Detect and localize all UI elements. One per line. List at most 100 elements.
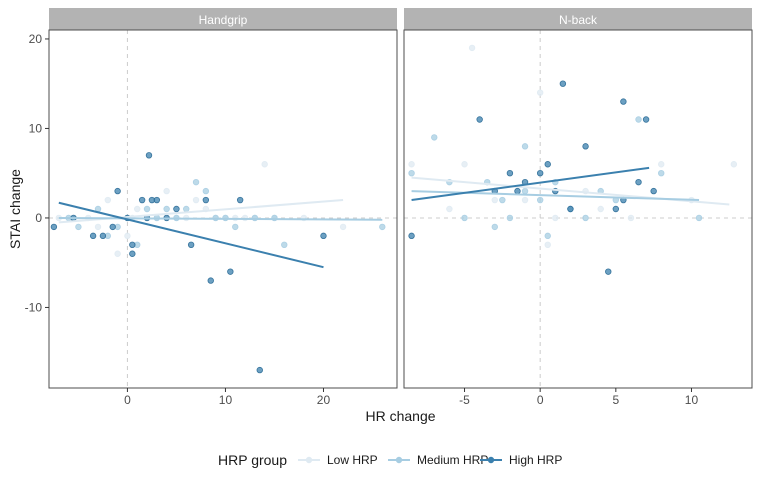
point-n-back-high-hrp-10 bbox=[567, 205, 574, 213]
point-n-back-medium-hrp-9 bbox=[521, 187, 529, 195]
point-handgrip-high-hrp-20 bbox=[236, 196, 244, 204]
point-handgrip-medium-hrp-18 bbox=[379, 223, 386, 231]
point-n-back-medium-hrp-3 bbox=[461, 214, 468, 222]
facet-title-n-back: N-back bbox=[559, 13, 598, 27]
point-handgrip-medium-hrp-17 bbox=[281, 241, 288, 248]
point-handgrip-high-hrp-22 bbox=[320, 232, 327, 240]
panel-frame-n-back bbox=[403, 29, 753, 389]
point-n-back-medium-hrp-0 bbox=[408, 169, 415, 177]
point-n-back-medium-hrp-14 bbox=[582, 214, 589, 222]
x-tick-label-handgrip-20: 20 bbox=[317, 393, 331, 407]
point-n-back-high-hrp-18 bbox=[650, 187, 657, 195]
fit-line-handgrip-high-hrp bbox=[58, 201, 324, 269]
point-n-back-high-hrp-16 bbox=[635, 178, 642, 186]
point-handgrip-high-hrp-13 bbox=[153, 196, 161, 204]
point-n-back-high-hrp-12 bbox=[605, 268, 612, 275]
point-n-back-high-hrp-4 bbox=[514, 187, 521, 195]
point-n-back-high-hrp-1 bbox=[476, 116, 483, 123]
y-tick-label-10: -10 bbox=[25, 300, 43, 314]
point-n-back-medium-hrp-17 bbox=[635, 116, 642, 123]
legend-title: HRP group bbox=[218, 452, 287, 468]
point-n-back-medium-hrp-18 bbox=[658, 169, 665, 177]
point-handgrip-low-hrp-22 bbox=[94, 223, 102, 231]
point-n-back-low-hrp-3 bbox=[491, 196, 498, 204]
point-n-back-low-hrp-2 bbox=[461, 161, 468, 168]
point-n-back-high-hrp-0 bbox=[408, 232, 415, 240]
point-handgrip-medium-hrp-11 bbox=[192, 178, 200, 186]
point-handgrip-high-hrp-4 bbox=[109, 223, 116, 231]
legend-label-low-hrp: Low HRP bbox=[327, 453, 378, 467]
point-n-back-low-hrp-1 bbox=[446, 205, 453, 213]
point-handgrip-high-hrp-15 bbox=[173, 205, 180, 213]
point-n-back-low-hrp-8 bbox=[597, 205, 604, 213]
point-handgrip-low-hrp-2 bbox=[104, 196, 112, 204]
y-tick-label-20: 20 bbox=[29, 32, 43, 46]
point-n-back-high-hrp-6 bbox=[536, 169, 544, 177]
legend-key-point-low-hrp bbox=[305, 456, 313, 464]
point-n-back-high-hrp-9 bbox=[559, 80, 567, 87]
point-n-back-high-hrp-15 bbox=[620, 98, 627, 105]
point-n-back-high-hrp-7 bbox=[544, 161, 551, 168]
point-handgrip-high-hrp-9 bbox=[138, 196, 146, 204]
y-axis-title: STAI change bbox=[7, 169, 23, 249]
legend: HRP group Low HRP Medium HRP High HRP bbox=[218, 452, 562, 468]
point-handgrip-high-hrp-0 bbox=[50, 223, 58, 231]
point-handgrip-low-hrp-4 bbox=[124, 232, 131, 240]
point-handgrip-medium-hrp-9 bbox=[163, 205, 170, 213]
point-handgrip-high-hrp-11 bbox=[145, 152, 153, 159]
x-tick-label-handgrip-10: 10 bbox=[219, 393, 233, 407]
point-n-back-low-hrp-0 bbox=[408, 161, 415, 168]
point-n-back-low-hrp-5 bbox=[536, 89, 544, 96]
point-handgrip-medium-hrp-1 bbox=[75, 223, 82, 231]
point-handgrip-high-hrp-7 bbox=[129, 241, 136, 248]
point-n-back-low-hrp-9 bbox=[627, 214, 635, 222]
point-handgrip-medium-hrp-7 bbox=[143, 205, 151, 213]
point-handgrip-medium-hrp-19 bbox=[183, 205, 190, 213]
point-handgrip-high-hrp-21 bbox=[256, 366, 263, 374]
point-handgrip-high-hrp-16 bbox=[187, 241, 195, 248]
legend-key-point-high-hrp bbox=[487, 456, 495, 464]
point-n-back-high-hrp-17 bbox=[642, 116, 650, 123]
point-handgrip-high-hrp-18 bbox=[207, 277, 214, 284]
point-n-back-medium-hrp-8 bbox=[521, 143, 529, 150]
legend-key-point-medium-hrp bbox=[395, 456, 403, 464]
x-tick-label-n-back-0: 0 bbox=[537, 393, 544, 407]
point-n-back-high-hrp-3 bbox=[506, 169, 514, 177]
point-n-back-medium-hrp-6 bbox=[499, 196, 506, 204]
point-handgrip-low-hrp-5 bbox=[134, 205, 141, 213]
legend-label-medium-hrp: Medium HRP bbox=[417, 453, 488, 467]
legend-label-high-hrp: High HRP bbox=[509, 453, 562, 467]
point-n-back-low-hrp-4 bbox=[521, 196, 529, 204]
point-n-back-high-hrp-13 bbox=[612, 205, 620, 213]
point-n-back-medium-hrp-5 bbox=[491, 223, 498, 231]
point-handgrip-high-hrp-8 bbox=[129, 250, 136, 257]
point-handgrip-high-hrp-19 bbox=[227, 268, 234, 275]
facet-title-handgrip: Handgrip bbox=[199, 13, 248, 27]
y-tick-label-10: 10 bbox=[29, 121, 43, 135]
point-n-back-low-hrp-14 bbox=[544, 241, 551, 248]
point-n-back-low-hrp-12 bbox=[730, 161, 738, 168]
point-n-back-medium-hrp-1 bbox=[431, 134, 438, 141]
point-handgrip-high-hrp-2 bbox=[89, 232, 97, 240]
point-handgrip-high-hrp-5 bbox=[114, 187, 121, 195]
x-axis-title: HR change bbox=[365, 408, 435, 424]
point-handgrip-low-hrp-8 bbox=[163, 187, 170, 195]
facet-strip-handgrip bbox=[49, 8, 397, 30]
point-handgrip-low-hrp-18 bbox=[261, 161, 268, 168]
panel-background-n-back bbox=[404, 30, 752, 388]
fit-line-n-back-high-hrp bbox=[411, 166, 650, 202]
x-tick-label-n-back-5: 5 bbox=[612, 393, 619, 407]
point-handgrip-high-hrp-17 bbox=[202, 196, 210, 204]
y-tick-label-0: 0 bbox=[35, 211, 42, 225]
panel-frame-handgrip bbox=[48, 29, 398, 389]
point-handgrip-high-hrp-3 bbox=[99, 232, 107, 240]
point-n-back-medium-hrp-19 bbox=[695, 214, 703, 222]
point-handgrip-medium-hrp-12 bbox=[202, 187, 210, 195]
point-handgrip-low-hrp-21 bbox=[339, 223, 347, 231]
x-tick-label-n-back-5: -5 bbox=[459, 393, 470, 407]
facet-strip-n-back bbox=[404, 8, 752, 30]
point-handgrip-medium-hrp-14 bbox=[232, 223, 239, 231]
point-n-back-medium-hrp-7 bbox=[506, 214, 514, 222]
